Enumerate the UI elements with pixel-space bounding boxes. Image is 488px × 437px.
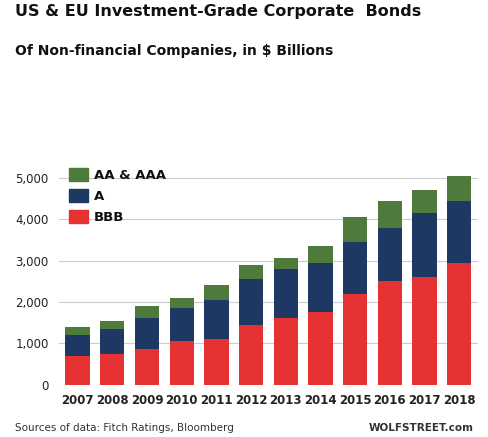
Bar — [412, 213, 437, 277]
Bar — [239, 265, 263, 279]
Bar — [135, 350, 159, 385]
Bar — [135, 319, 159, 350]
Bar — [412, 191, 437, 213]
Bar — [100, 354, 124, 385]
Bar — [169, 308, 194, 341]
Bar — [169, 298, 194, 308]
Bar — [343, 217, 367, 242]
Bar — [65, 335, 90, 356]
Bar — [274, 258, 298, 269]
Bar — [447, 263, 471, 385]
Bar — [65, 356, 90, 385]
Bar — [204, 285, 228, 300]
Bar — [204, 300, 228, 339]
Bar — [204, 339, 228, 385]
Bar — [343, 242, 367, 294]
Text: Of Non-financial Companies, in $ Billions: Of Non-financial Companies, in $ Billion… — [15, 44, 333, 58]
Bar — [65, 327, 90, 335]
Bar — [378, 281, 402, 385]
Bar — [274, 269, 298, 319]
Bar — [308, 312, 332, 385]
Bar — [135, 306, 159, 319]
Bar — [343, 294, 367, 385]
Bar — [412, 277, 437, 385]
Bar — [447, 176, 471, 201]
Bar — [100, 329, 124, 354]
Bar — [274, 319, 298, 385]
Bar — [378, 201, 402, 228]
Bar — [308, 246, 332, 263]
Text: WOLFSTREET.com: WOLFSTREET.com — [368, 423, 473, 433]
Text: Sources of data: Fitch Ratings, Bloomberg: Sources of data: Fitch Ratings, Bloomber… — [15, 423, 234, 433]
Bar — [100, 320, 124, 329]
Bar — [169, 341, 194, 385]
Text: US & EU Investment-Grade Corporate  Bonds: US & EU Investment-Grade Corporate Bonds — [15, 4, 421, 19]
Bar — [447, 201, 471, 263]
Bar — [308, 263, 332, 312]
Bar — [239, 325, 263, 385]
Bar — [378, 228, 402, 281]
Bar — [239, 279, 263, 325]
Legend: AA & AAA, A, BBB: AA & AAA, A, BBB — [65, 164, 170, 228]
